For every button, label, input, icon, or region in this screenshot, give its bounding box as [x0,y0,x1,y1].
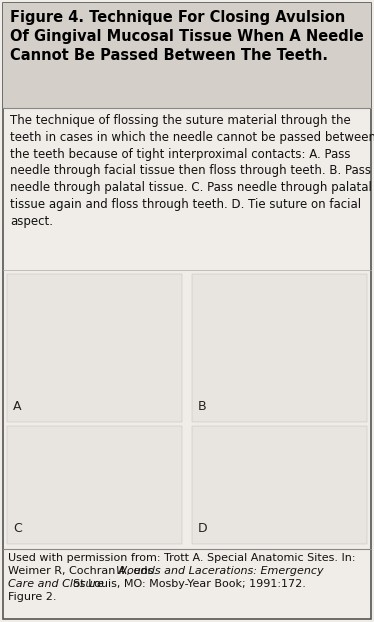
FancyBboxPatch shape [192,426,367,544]
Text: . St Louis, MO: Mosby-Year Book; 1991:172.: . St Louis, MO: Mosby-Year Book; 1991:17… [66,579,306,589]
Text: Figure 4. Technique For Closing Avulsion
Of Gingival Mucosal Tissue When A Needl: Figure 4. Technique For Closing Avulsion… [10,10,364,63]
FancyBboxPatch shape [192,274,367,422]
Text: The technique of flossing the suture material through the
teeth in cases in whic: The technique of flossing the suture mat… [10,114,374,228]
Text: Wounds and Lacerations: Emergency: Wounds and Lacerations: Emergency [116,566,324,576]
FancyBboxPatch shape [7,274,182,422]
Text: Figure 2.: Figure 2. [8,592,56,602]
Text: A: A [13,400,21,413]
FancyBboxPatch shape [7,426,182,544]
Text: D: D [198,522,208,535]
Text: Used with permission from: Trott A. Special Anatomic Sites. In:: Used with permission from: Trott A. Spec… [8,553,356,563]
Text: Weimer R, Cochran A, eds.: Weimer R, Cochran A, eds. [8,566,160,576]
Text: B: B [198,400,206,413]
Text: Care and Closure: Care and Closure [8,579,104,589]
FancyBboxPatch shape [3,3,371,108]
Text: C: C [13,522,22,535]
